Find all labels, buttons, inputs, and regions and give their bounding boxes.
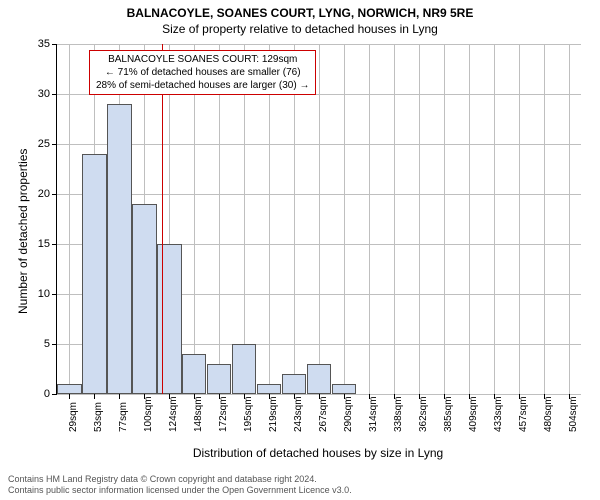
x-tick	[94, 394, 95, 399]
y-tick-label: 30	[10, 88, 50, 100]
bar	[282, 374, 306, 394]
annotation-line3: 28% of semi-detached houses are larger (…	[96, 79, 309, 92]
x-tick-label: 457sqm	[518, 402, 529, 432]
bar	[82, 154, 106, 394]
bar	[182, 354, 206, 394]
x-tick-label: 314sqm	[368, 402, 379, 432]
grid-line-v	[494, 44, 495, 394]
bar	[132, 204, 156, 394]
annotation-line2: ← 71% of detached houses are smaller (76…	[96, 66, 309, 79]
chart-title-sub: Size of property relative to detached ho…	[0, 22, 600, 36]
grid-line-v	[294, 44, 295, 394]
marker-line	[162, 44, 163, 394]
grid-line-v	[519, 44, 520, 394]
grid-line-v	[69, 44, 70, 394]
footer: Contains HM Land Registry data © Crown c…	[8, 474, 352, 496]
footer-line1: Contains HM Land Registry data © Crown c…	[8, 474, 352, 485]
annotation-box: BALNACOYLE SOANES COURT: 129sqm ← 71% of…	[89, 50, 316, 95]
grid-line-v	[219, 44, 220, 394]
bar	[107, 104, 131, 394]
y-tick	[52, 394, 57, 395]
y-tick-label: 15	[10, 238, 50, 250]
x-tick-label: 148sqm	[193, 402, 204, 432]
chart-container: BALNACOYLE, SOANES COURT, LYNG, NORWICH,…	[0, 0, 600, 500]
y-tick-label: 0	[10, 388, 50, 400]
y-tick	[52, 144, 57, 145]
y-tick	[52, 94, 57, 95]
x-tick-label: 219sqm	[268, 402, 279, 432]
y-tick	[52, 294, 57, 295]
x-tick-label: 504sqm	[568, 402, 579, 432]
bar	[157, 244, 181, 394]
x-tick-label: 290sqm	[343, 402, 354, 432]
x-tick-label: 409sqm	[468, 402, 479, 432]
bar	[57, 384, 81, 394]
grid-line-v	[369, 44, 370, 394]
x-tick-label: 267sqm	[318, 402, 329, 432]
x-tick-label: 53sqm	[93, 402, 104, 432]
x-tick-label: 77sqm	[118, 402, 129, 432]
x-axis-label: Distribution of detached houses by size …	[56, 446, 580, 460]
x-tick-label: 362sqm	[418, 402, 429, 432]
grid-line-v	[244, 44, 245, 394]
grid-line-v	[319, 44, 320, 394]
y-tick-label: 25	[10, 138, 50, 150]
footer-line2: Contains public sector information licen…	[8, 485, 352, 496]
x-tick	[69, 394, 70, 399]
bar	[207, 364, 231, 394]
bar	[232, 344, 256, 394]
x-tick-label: 243sqm	[293, 402, 304, 432]
grid-line-v	[469, 44, 470, 394]
x-tick-label: 480sqm	[543, 402, 554, 432]
y-tick-label: 35	[10, 38, 50, 50]
grid-line-v	[194, 44, 195, 394]
grid-line-v	[394, 44, 395, 394]
bar	[307, 364, 331, 394]
grid-line-v	[544, 44, 545, 394]
y-tick-label: 20	[10, 188, 50, 200]
grid-line-v	[269, 44, 270, 394]
x-tick-label: 172sqm	[218, 402, 229, 432]
chart-title-main: BALNACOYLE, SOANES COURT, LYNG, NORWICH,…	[0, 6, 600, 20]
grid-line-v	[569, 44, 570, 394]
y-tick	[52, 194, 57, 195]
bar	[257, 384, 281, 394]
grid-line-v	[419, 44, 420, 394]
annotation-line1: BALNACOYLE SOANES COURT: 129sqm	[96, 53, 309, 66]
x-tick-label: 124sqm	[168, 402, 179, 432]
x-tick-label: 433sqm	[493, 402, 504, 432]
y-tick	[52, 244, 57, 245]
plot-area: BALNACOYLE SOANES COURT: 129sqm ← 71% of…	[56, 44, 581, 395]
x-tick-label: 338sqm	[393, 402, 404, 432]
y-tick	[52, 44, 57, 45]
x-tick-label: 100sqm	[143, 402, 154, 432]
x-tick-label: 29sqm	[68, 402, 79, 432]
x-tick-label: 385sqm	[443, 402, 454, 432]
grid-line-v	[344, 44, 345, 394]
y-tick	[52, 344, 57, 345]
y-tick-label: 5	[10, 338, 50, 350]
x-tick-label: 195sqm	[243, 402, 254, 432]
bar	[332, 384, 356, 394]
y-tick-label: 10	[10, 288, 50, 300]
grid-line-v	[444, 44, 445, 394]
x-tick	[119, 394, 120, 399]
